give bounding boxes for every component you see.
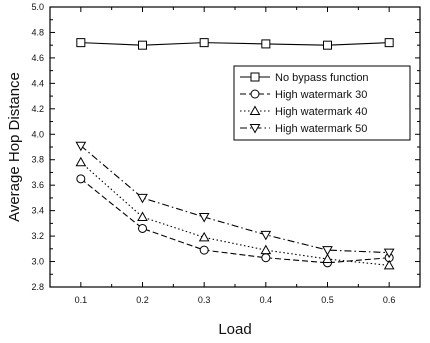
data-point-square (384, 38, 394, 48)
legend-marker-square (250, 72, 260, 82)
y-tick-label: 4.8 (31, 27, 44, 37)
legend-entry: High watermark 40 (240, 105, 367, 118)
y-tick-label: 2.8 (31, 282, 44, 292)
x-axis-ticks: 0.1 0.2 0.3 0.4 0.5 0.6 (49, 7, 396, 305)
legend-entry: High watermark 50 (240, 123, 367, 135)
legend-label: High watermark 50 (275, 123, 367, 135)
series-line (80, 178, 390, 264)
x-axis-title: Load (218, 321, 251, 338)
data-point-triangle-down (75, 141, 87, 152)
y-tick-label: 3.8 (31, 155, 44, 165)
legend-marker-triangle-up (249, 105, 261, 115)
series-4 (75, 141, 395, 259)
data-point-circle (261, 253, 271, 263)
data-point-triangle-up (383, 259, 395, 270)
y-tick-label: 3.6 (31, 180, 44, 190)
data-point-circle (138, 223, 147, 233)
y-axis-ticks: 2.8 3.0 3.2 3.4 3.6 3.8 4.0 4.2 4.4 4.6 4.8 5.0 (31, 2, 420, 292)
data-point-triangle-down (383, 248, 395, 259)
y-tick-label: 3.0 (31, 257, 44, 267)
legend-label: High watermark 40 (275, 106, 367, 118)
data-point-triangle-down (198, 213, 210, 223)
data-point-square (76, 38, 86, 48)
legend-entry: High watermark 30 (240, 89, 367, 101)
data-point-square (138, 40, 147, 50)
series-line (80, 42, 390, 46)
y-tick-label: 4.6 (31, 53, 44, 63)
legend-entry: No bypass function (240, 72, 369, 84)
series-2 (76, 174, 394, 268)
y-tick-label: 4.0 (31, 129, 44, 139)
legend-marker-triangle-down (249, 124, 261, 134)
x-tick-label: 0.6 (383, 295, 396, 305)
y-tick-label: 3.4 (31, 206, 44, 216)
series-3 (75, 156, 395, 270)
y-tick-label: 3.2 (31, 231, 44, 241)
y-tick-label: 4.2 (31, 104, 44, 114)
legend-box (233, 65, 411, 141)
data-point-triangle-up (198, 231, 210, 242)
x-tick-label: 0.4 (260, 295, 273, 305)
y-tick-label: 5.0 (31, 2, 44, 12)
data-point-triangle-down (137, 193, 148, 204)
data-point-triangle-up (75, 156, 87, 167)
series-line (80, 145, 390, 254)
x-tick-label: 0.2 (136, 295, 149, 305)
data-point-square (323, 40, 332, 50)
legend-label: High watermark 30 (275, 89, 367, 101)
x-tick-label: 0.3 (198, 295, 211, 305)
series-layer (75, 38, 395, 270)
data-point-triangle-down (322, 246, 333, 256)
data-point-triangle-up (260, 244, 272, 255)
y-tick-label: 4.4 (31, 78, 44, 88)
data-point-triangle-up (137, 211, 148, 221)
data-point-circle (76, 174, 86, 184)
series-line (80, 161, 390, 266)
legend-label: No bypass function (275, 72, 369, 84)
series-1 (76, 38, 394, 50)
y-axis-title: Average Hop Distance (6, 72, 23, 222)
legend-marker-circle (250, 89, 260, 99)
legend: No bypass function High watermark 30 High … (233, 65, 411, 141)
data-point-triangle-up (322, 253, 333, 263)
data-point-square (261, 39, 271, 49)
plot-area-frame (49, 6, 421, 288)
x-tick-label: 0.1 (75, 295, 88, 305)
data-point-circle (199, 245, 209, 255)
x-tick-label: 0.5 (321, 295, 334, 305)
data-point-triangle-down (260, 230, 272, 241)
data-point-square (199, 38, 209, 48)
